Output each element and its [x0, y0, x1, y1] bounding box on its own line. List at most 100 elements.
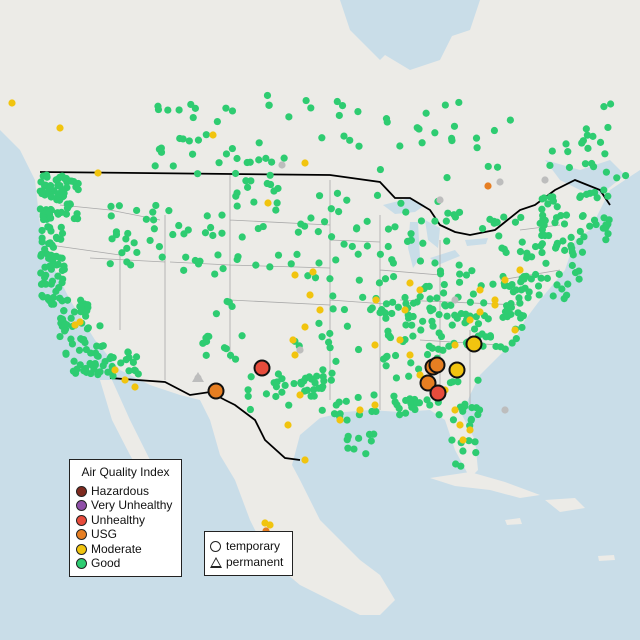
good-station-marker [407, 230, 415, 238]
good-station-marker [342, 397, 350, 405]
moderate-station-marker [209, 131, 217, 139]
good-station-marker [435, 411, 443, 419]
good-station-marker [385, 332, 393, 340]
circle-icon [210, 540, 221, 552]
good-station-marker [57, 208, 66, 216]
good-station-marker [542, 259, 550, 267]
good-station-marker [83, 307, 91, 315]
good-station-marker [326, 344, 334, 352]
good-station-marker [325, 338, 333, 346]
good-station-marker [363, 242, 371, 250]
legend-label: USG [91, 527, 118, 541]
good-station-marker [42, 171, 51, 179]
good-station-marker [359, 293, 367, 301]
good-station-marker [505, 282, 514, 290]
good-station-marker [133, 206, 141, 215]
good-station-marker [244, 392, 252, 400]
good-station-marker [188, 150, 197, 158]
good-station-marker [449, 378, 457, 386]
no-data-station-marker [436, 196, 444, 204]
good-station-marker [419, 239, 427, 247]
good-station-marker [473, 144, 481, 152]
good-station-marker [397, 199, 405, 207]
good-station-marker [548, 147, 556, 155]
good-station-marker [176, 134, 184, 143]
good-station-marker [67, 335, 75, 343]
good-station-marker [450, 122, 459, 130]
good-station-marker [543, 274, 551, 282]
good-station-marker [525, 288, 533, 296]
good-station-marker [382, 314, 390, 322]
good-station-marker [307, 214, 315, 222]
moderate-station-marker [416, 371, 424, 379]
good-station-marker [462, 271, 471, 279]
good-station-marker [517, 286, 525, 294]
good-station-marker [169, 230, 177, 239]
good-station-marker [47, 265, 56, 273]
good-station-marker [84, 301, 92, 309]
legend-item-unhealthy: Unhealthy [76, 513, 145, 527]
good-station-marker [315, 259, 323, 267]
good-station-marker [577, 192, 585, 200]
good-station-marker [37, 252, 45, 260]
good-station-marker [218, 229, 226, 237]
good-station-marker [422, 109, 430, 117]
good-station-marker [466, 298, 474, 306]
good-station-marker [514, 309, 522, 317]
good-station-marker [517, 213, 525, 222]
good-station-marker [531, 242, 540, 251]
good-station-marker [333, 97, 341, 106]
good-station-marker [164, 106, 172, 114]
good-station-marker [520, 272, 528, 281]
good-station-marker [274, 370, 282, 378]
good-station-marker [518, 323, 526, 332]
good-station-marker [564, 280, 572, 288]
good-station-marker [472, 134, 481, 142]
good-station-marker [307, 392, 315, 400]
good-station-marker [39, 279, 47, 287]
us-mexico-border [109, 377, 301, 461]
good-station-marker [472, 404, 481, 412]
good-station-marker [246, 158, 254, 166]
monitor-type-legend: temporary permanent [204, 531, 293, 576]
good-station-marker [58, 229, 67, 237]
good-station-marker [185, 137, 193, 145]
good-station-marker [435, 310, 443, 319]
good-station-marker [391, 351, 400, 360]
good-station-marker [318, 134, 326, 142]
good-station-marker [62, 349, 70, 357]
good-station-marker [63, 296, 72, 304]
good-station-marker [557, 211, 565, 220]
good-station-marker [233, 202, 241, 210]
permanent-monitor-marker [192, 372, 204, 382]
good-station-marker [45, 254, 53, 262]
legend-label: Good [91, 556, 121, 570]
good-station-marker [259, 222, 267, 231]
good-station-marker [441, 101, 449, 109]
good-station-marker [418, 139, 426, 147]
good-station-marker [270, 187, 278, 195]
good-station-marker [613, 174, 621, 182]
moderate-station-marker [371, 341, 379, 349]
moderate-station-marker [94, 169, 102, 177]
good-station-marker [328, 369, 336, 377]
good-station-marker [202, 131, 210, 139]
good-station-marker [578, 139, 586, 147]
good-station-marker [538, 248, 546, 257]
good-station-marker [564, 148, 572, 156]
good-station-marker [285, 401, 293, 409]
good-station-marker [391, 398, 399, 406]
good-station-marker [213, 117, 221, 126]
good-station-marker [310, 386, 318, 394]
good-station-marker [501, 345, 509, 353]
no-data-station-marker [278, 161, 286, 169]
good-station-marker [68, 177, 76, 185]
good-station-marker [408, 321, 416, 329]
good-station-marker [367, 437, 375, 445]
good-station-marker [426, 295, 434, 303]
good-station-marker [118, 249, 126, 257]
good-station-marker [489, 280, 497, 288]
good-station-marker [243, 183, 252, 191]
good-station-marker [368, 407, 376, 416]
good-station-marker [518, 238, 526, 246]
